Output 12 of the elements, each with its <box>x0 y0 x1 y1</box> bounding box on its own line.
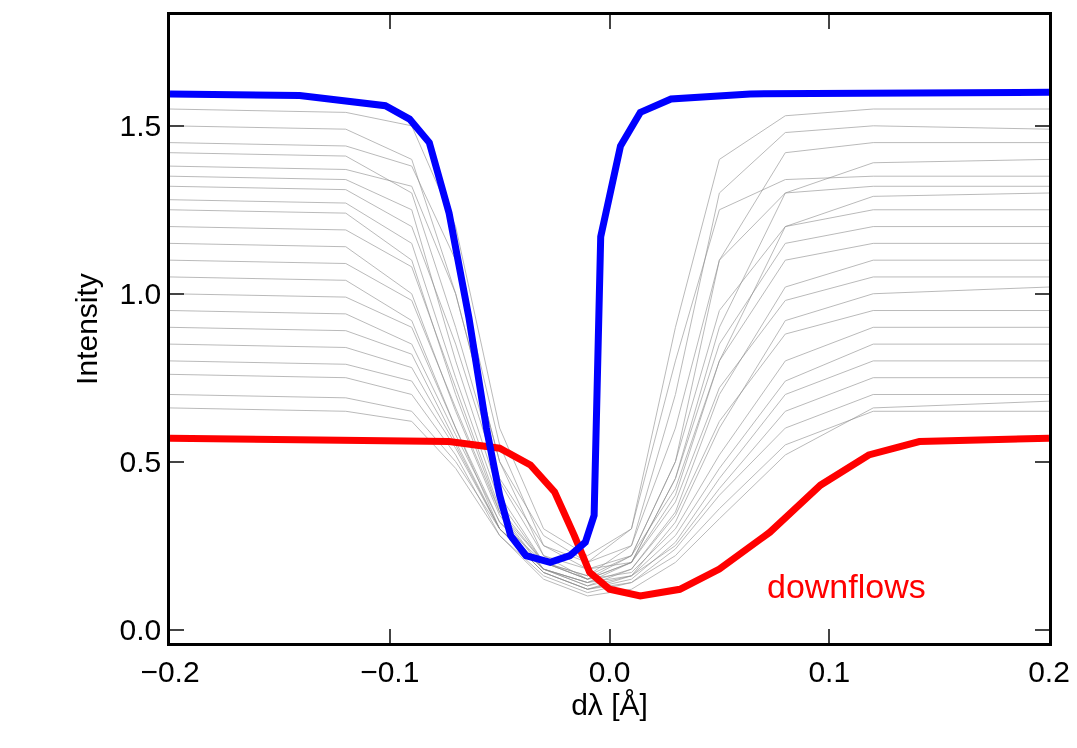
y-tick-label: 1.5 <box>119 109 162 143</box>
y-tick-label: 0.0 <box>119 613 162 647</box>
y-tick-label: 0.5 <box>119 445 162 479</box>
x-tick-label: 0.0 <box>588 654 631 688</box>
x-axis-title: dλ [Å] <box>571 687 648 721</box>
x-tick-label: −0.1 <box>360 654 420 688</box>
y-axis-title: Intensity <box>69 273 103 385</box>
annotation: downflows <box>767 567 926 605</box>
x-tick-label: 0.2 <box>1028 654 1070 688</box>
x-tick-label: −0.2 <box>140 654 200 688</box>
x-tick-label: 0.1 <box>808 654 851 688</box>
y-tick-label: 1.0 <box>119 277 162 311</box>
